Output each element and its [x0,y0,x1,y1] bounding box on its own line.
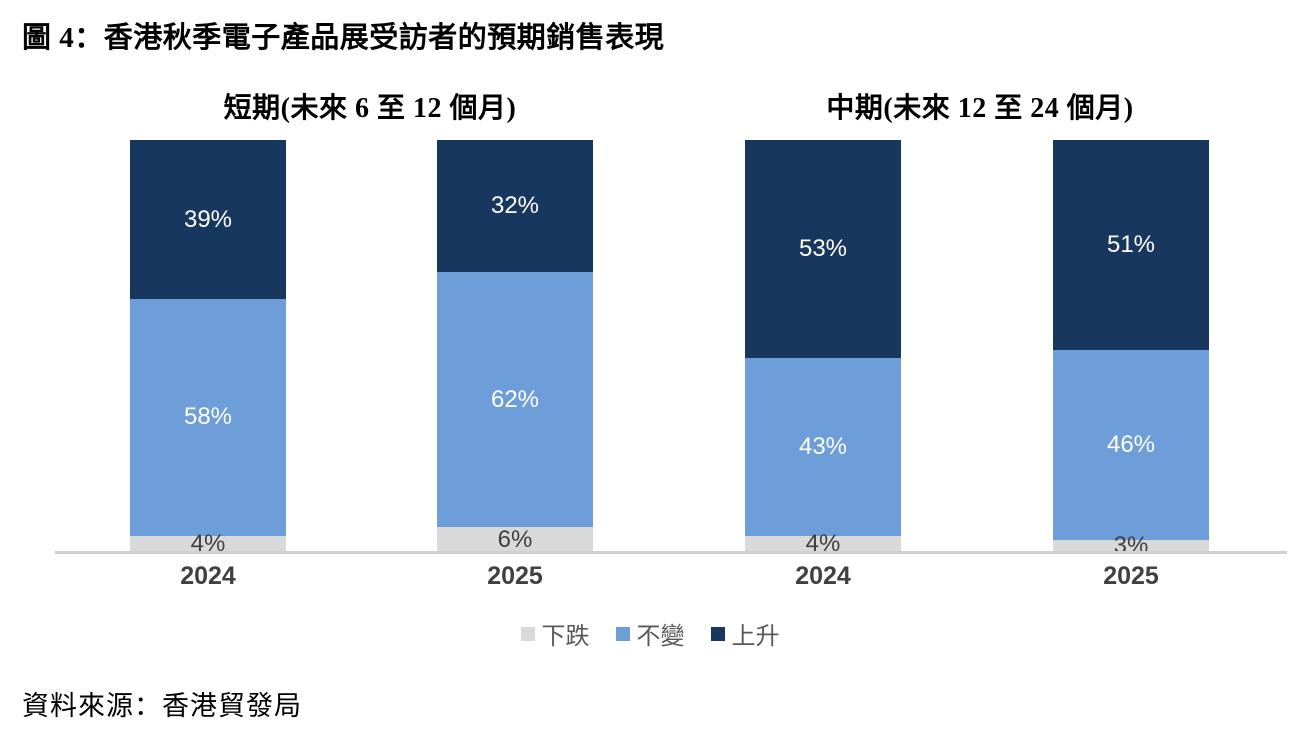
legend-item-unchanged: 不變 [615,616,685,651]
segment-value-label: 32% [490,191,540,219]
bar-segment: 46% [1053,350,1209,540]
bar-segment: 32% [437,140,593,272]
stacked-bar: 32% 62% 6% [437,140,593,552]
segment-value-label: 62% [490,385,540,413]
bar-segment: 4% [130,531,286,555]
x-axis-line [55,551,1287,554]
segment-value-label: 58% [183,403,233,431]
group-title-short-term: 短期(未來 6 至 12 個月) [223,93,517,124]
group-title-mid-term: 中期(未來 12 至 24 個月) [826,93,1134,124]
bar-segment: 53% [745,140,901,359]
category-label: 2024 [795,562,851,590]
segment-value-label: 39% [183,205,233,233]
category-label: 2025 [1103,562,1159,590]
legend-item-increase: 上升 [710,616,780,651]
bar-segment: 43% [745,358,901,536]
stacked-bar: 53% 43% 4% [745,140,901,555]
segment-value-label: 51% [1106,231,1156,259]
segment-value-label: 3% [1113,531,1149,559]
segment-value-label: 6% [497,525,533,553]
bar-segment: 51% [1053,140,1209,351]
legend-swatch-increase [710,626,725,641]
legend-swatch-unchanged [615,626,630,641]
segment-value-label: 53% [798,235,848,263]
stacked-bar: 51% 46% 3% [1053,140,1209,557]
legend-label: 下跌 [541,624,590,650]
legend-label: 上升 [731,624,780,650]
source-note: 資料來源：香港貿發局 [22,691,302,721]
bar-segment: 58% [130,299,286,536]
legend-item-decline: 下跌 [520,616,590,651]
bar-segment: 39% [130,140,286,300]
category-label: 2025 [487,562,543,590]
legend-label: 不變 [636,624,685,650]
segment-value-label: 46% [1106,430,1156,458]
bar-segment: 62% [437,271,593,528]
category-label: 2024 [180,562,236,590]
figure-title: 圖 4：香港秋季電子產品展受訪者的預期銷售表現 [22,22,665,54]
bar-segment: 4% [745,531,901,555]
segment-value-label: 43% [798,432,848,460]
bar-segment: 6% [437,527,593,552]
legend-swatch-decline [520,626,535,641]
legend: 下跌 不變 上升 [0,616,1300,651]
stacked-bar: 39% 58% 4% [130,140,286,555]
